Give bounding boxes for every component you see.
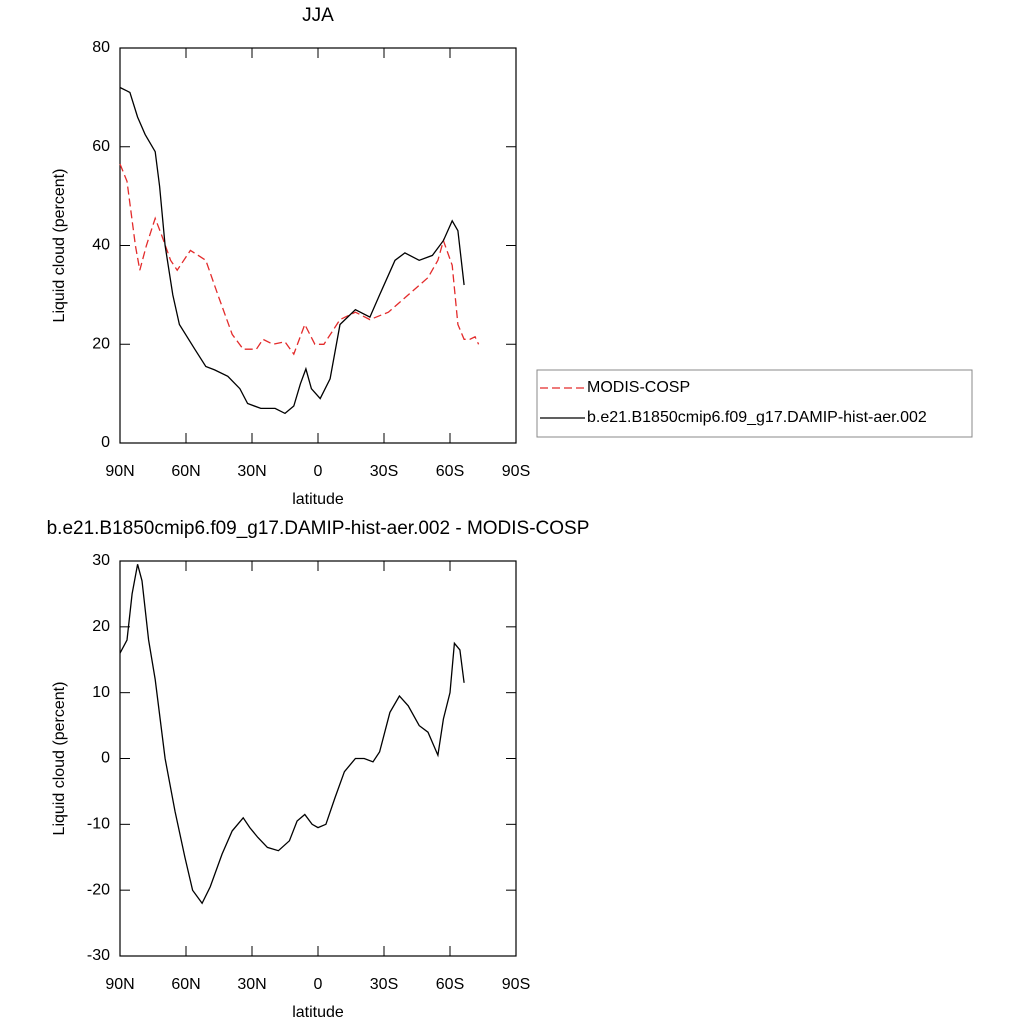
x-tick-label: 60S bbox=[436, 463, 464, 480]
x-tick-label: 90N bbox=[105, 976, 134, 993]
chart-title: b.e21.B1850cmip6.f09_g17.DAMIP-hist-aer.… bbox=[47, 518, 590, 539]
x-tick-label: 30N bbox=[237, 463, 266, 480]
y-tick-label: 80 bbox=[92, 39, 110, 56]
x-tick-label: 30N bbox=[237, 976, 266, 993]
data-line bbox=[119, 86, 465, 415]
y-tick-label: 0 bbox=[101, 434, 110, 451]
x-axis-label: latitude bbox=[292, 491, 344, 508]
data-line bbox=[119, 564, 465, 905]
y-tick-label: 60 bbox=[92, 138, 110, 155]
x-tick-label: 60S bbox=[436, 976, 464, 993]
x-tick-label: 90S bbox=[502, 976, 530, 993]
y-tick-label: 30 bbox=[92, 552, 110, 569]
y-tick-label: 20 bbox=[92, 335, 110, 352]
x-axis-label: latitude bbox=[292, 1004, 344, 1021]
x-tick-label: 0 bbox=[314, 463, 323, 480]
y-tick-label: 0 bbox=[101, 750, 110, 767]
y-tick-label: 10 bbox=[92, 684, 110, 701]
y-tick-label: -10 bbox=[87, 816, 110, 833]
x-tick-label: 90N bbox=[105, 463, 134, 480]
y-axis-label: Liquid cloud (percent) bbox=[51, 682, 68, 836]
x-tick-label: 0 bbox=[314, 976, 323, 993]
x-tick-label: 30S bbox=[370, 463, 398, 480]
y-tick-label: -20 bbox=[87, 881, 110, 898]
x-tick-label: 30S bbox=[370, 976, 398, 993]
y-tick-label: 40 bbox=[92, 237, 110, 254]
plot-frame bbox=[119, 560, 517, 957]
x-tick-label: 60N bbox=[171, 463, 200, 480]
legend-box bbox=[536, 369, 973, 438]
y-tick-label: 20 bbox=[92, 618, 110, 635]
legend-label: MODIS-COSP bbox=[587, 379, 690, 396]
x-tick-label: 60N bbox=[171, 976, 200, 993]
y-axis-label: Liquid cloud (percent) bbox=[51, 169, 68, 323]
legend-label: b.e21.B1850cmip6.f09_g17.DAMIP-hist-aer.… bbox=[587, 409, 927, 426]
y-tick-label: -30 bbox=[87, 947, 110, 964]
plot-frame bbox=[119, 47, 517, 444]
chart-title: JJA bbox=[302, 5, 334, 26]
data-line bbox=[119, 163, 480, 356]
x-tick-label: 90S bbox=[502, 463, 530, 480]
